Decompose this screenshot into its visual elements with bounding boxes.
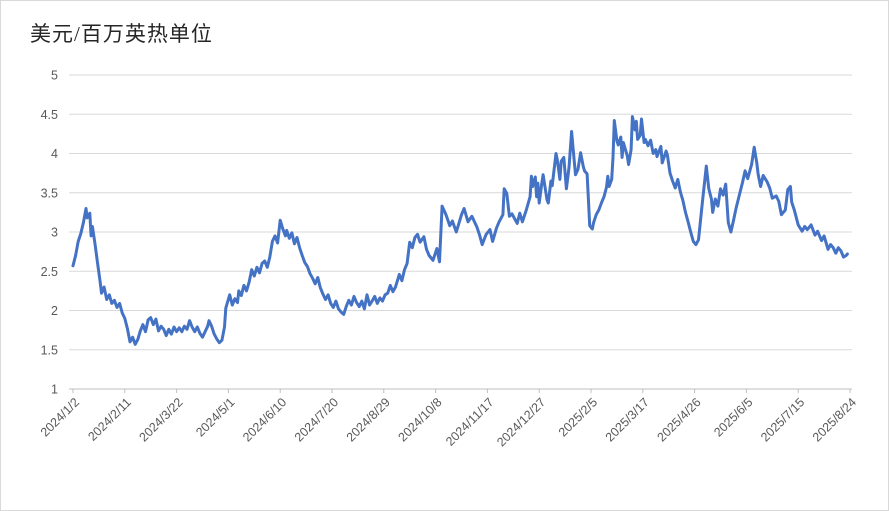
x-axis-tick-label: 2025/4/26 — [655, 395, 704, 444]
y-axis-tick-label: 5 — [51, 69, 58, 83]
y-axis-tick-label: 4 — [51, 147, 58, 161]
x-axis-tick-label: 2024/8/29 — [344, 395, 393, 444]
x-axis-tick-label: 2024/3/22 — [137, 395, 186, 444]
x-axis-tick-label: 2024/11/17 — [443, 395, 497, 449]
y-axis-tick-label: 4.5 — [41, 108, 58, 122]
y-axis-tick-label: 1.5 — [41, 343, 58, 357]
x-axis-tick-label: 2025/6/5 — [711, 395, 755, 439]
x-axis-tick-label: 2024/1/2 — [38, 395, 82, 439]
x-axis-tick-label: 2025/2/5 — [556, 395, 600, 439]
x-axis-tick-label: 2024/7/20 — [292, 395, 341, 444]
x-axis-tick-label: 2024/6/10 — [240, 395, 289, 444]
x-axis-tick-label: 2024/10/8 — [396, 395, 445, 444]
y-axis-tick-label: 2 — [51, 304, 58, 318]
y-axis-tick-label: 2.5 — [41, 265, 58, 279]
x-axis-tick-label: 2024/5/1 — [193, 395, 237, 439]
y-axis-tick-label: 3.5 — [41, 186, 58, 200]
chart-title: 美元/百万英热单位 — [30, 22, 213, 46]
x-axis-tick-label: 2025/7/15 — [758, 395, 807, 444]
x-axis-tick-label: 2024/2/11 — [85, 395, 134, 444]
x-axis-tick-label: 2024/12/27 — [494, 395, 548, 449]
y-axis-tick-label: 1 — [51, 383, 58, 397]
price-series-line — [71, 115, 849, 346]
x-axis-tick-label: 2025/3/17 — [603, 395, 652, 444]
x-axis-tick-label: 2025/8/24 — [810, 395, 859, 444]
y-axis-tick-label: 3 — [51, 226, 58, 240]
